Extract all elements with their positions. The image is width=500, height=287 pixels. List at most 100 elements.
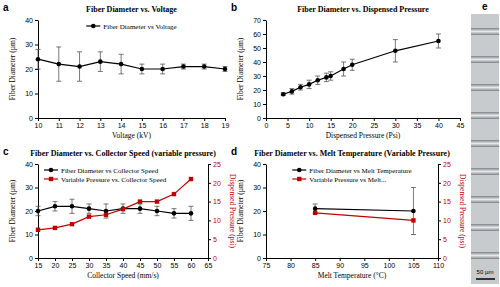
error-bar-cap bbox=[298, 84, 303, 85]
tick-mark bbox=[315, 258, 316, 261]
tick-label: 50 bbox=[154, 262, 162, 269]
error-bar-cap bbox=[172, 218, 177, 219]
tick: 0 bbox=[208, 255, 217, 262]
tick-label: 60 bbox=[188, 262, 196, 269]
error-bar bbox=[70, 199, 75, 213]
error-bar-cap bbox=[324, 73, 329, 74]
tick-mark bbox=[413, 258, 414, 261]
image-panel: e50 µm bbox=[471, 1, 499, 284]
error-bar bbox=[119, 54, 124, 74]
series-line bbox=[38, 59, 225, 69]
data-point bbox=[189, 177, 193, 181]
tick: 14 bbox=[118, 118, 126, 129]
error-bar-cap bbox=[328, 71, 333, 72]
tick: 50 bbox=[253, 45, 266, 52]
fiber bbox=[471, 56, 499, 63]
error-bar bbox=[307, 80, 312, 88]
error-bar bbox=[289, 89, 294, 95]
tick-mark bbox=[208, 258, 211, 259]
tick-label: 10 bbox=[25, 231, 33, 238]
data-point bbox=[155, 209, 160, 214]
fiber bbox=[471, 252, 499, 259]
x-axis: 10111213141516171819 bbox=[35, 118, 230, 129]
tick: 40 bbox=[120, 258, 128, 269]
plot-area bbox=[36, 47, 228, 81]
axis-line bbox=[39, 118, 226, 119]
plot-area bbox=[36, 177, 194, 232]
data-point bbox=[436, 39, 441, 44]
error-bar bbox=[87, 204, 92, 213]
error-bar-cap bbox=[98, 71, 103, 72]
tick-mark bbox=[263, 34, 266, 35]
tick: 70 bbox=[253, 17, 266, 24]
legend-label: Variable Pressure vs Melt... bbox=[309, 176, 386, 184]
error-bar-cap bbox=[36, 49, 41, 50]
y-axis-title: Fiber Diameter (µm) bbox=[236, 37, 245, 100]
x-axis: 051015202530354045 bbox=[265, 118, 465, 129]
tick: 25 bbox=[69, 258, 77, 269]
x-axis-title: Voltage (kV) bbox=[112, 131, 151, 140]
error-bar bbox=[172, 209, 177, 218]
tick-label: 10 bbox=[443, 217, 451, 224]
tick: 5 bbox=[286, 118, 290, 129]
tick-label: 16 bbox=[159, 122, 167, 129]
legend: Fiber Diameter vs Collector SpeedVariabl… bbox=[44, 167, 167, 184]
legend: Fiber Diameter vs Melt TemperatureVariab… bbox=[292, 167, 411, 184]
tick-label: 45 bbox=[137, 262, 145, 269]
data-point bbox=[181, 64, 186, 69]
tick: 100 bbox=[384, 258, 396, 269]
tick-mark bbox=[288, 118, 289, 121]
tick: 50 bbox=[154, 258, 162, 269]
tick-label: 15 bbox=[443, 198, 451, 205]
data-point bbox=[393, 49, 398, 54]
fiber bbox=[471, 140, 499, 147]
y-axis: 010203040506070 bbox=[253, 17, 266, 122]
error-bar-cap bbox=[411, 234, 416, 235]
error-bar bbox=[436, 34, 441, 48]
tick-label: 105 bbox=[408, 262, 420, 269]
tick: 15 bbox=[138, 118, 146, 129]
tick-mark bbox=[263, 62, 266, 63]
data-point bbox=[411, 209, 416, 214]
error-bar-cap bbox=[313, 203, 318, 204]
tick-mark bbox=[208, 164, 211, 165]
error-bar-cap bbox=[77, 81, 82, 82]
error-bar-cap bbox=[36, 215, 41, 216]
tick-label: 45 bbox=[457, 122, 465, 129]
panel-label: b bbox=[231, 2, 237, 13]
error-bar bbox=[341, 62, 346, 76]
tick-mark bbox=[35, 188, 38, 189]
x-axis-title: Melt Temperature (°C) bbox=[318, 271, 387, 280]
tick: 10 bbox=[208, 217, 221, 224]
error-bar-cap bbox=[189, 220, 194, 221]
y2-axis-title: Dispensed Pressure (psi) bbox=[458, 174, 467, 249]
error-bar-cap bbox=[155, 206, 160, 207]
tick-mark bbox=[438, 202, 441, 203]
legend: Fiber Diameter vs Voltage bbox=[86, 23, 176, 31]
tick-label: 15 bbox=[327, 122, 335, 129]
data-point bbox=[313, 206, 318, 211]
tick-mark bbox=[263, 90, 266, 91]
data-point bbox=[77, 64, 82, 69]
legend-entry: Fiber Diameter vs Collector Speed bbox=[44, 167, 159, 175]
tick: 40 bbox=[253, 59, 266, 66]
tick: 25 bbox=[370, 118, 378, 129]
tick: 30 bbox=[253, 73, 266, 80]
tick-label: 5 bbox=[443, 236, 447, 243]
tick-label: 20 bbox=[253, 208, 261, 215]
error-bar bbox=[281, 93, 286, 96]
tick: 40 bbox=[25, 161, 38, 168]
tick-label: 35 bbox=[103, 262, 111, 269]
tick-mark bbox=[208, 239, 211, 240]
data-point bbox=[56, 62, 61, 67]
tick-mark bbox=[174, 258, 175, 261]
tick-label: 30 bbox=[392, 122, 400, 129]
chart-title: Fiber Diameter vs. Voltage bbox=[86, 5, 177, 14]
data-point bbox=[36, 228, 40, 232]
tick: 15 bbox=[208, 198, 221, 205]
tick: 20 bbox=[52, 258, 60, 269]
tick: 0 bbox=[257, 255, 266, 262]
tick-mark bbox=[225, 118, 226, 121]
error-bar-cap bbox=[119, 73, 124, 74]
tick: 13 bbox=[97, 118, 105, 129]
